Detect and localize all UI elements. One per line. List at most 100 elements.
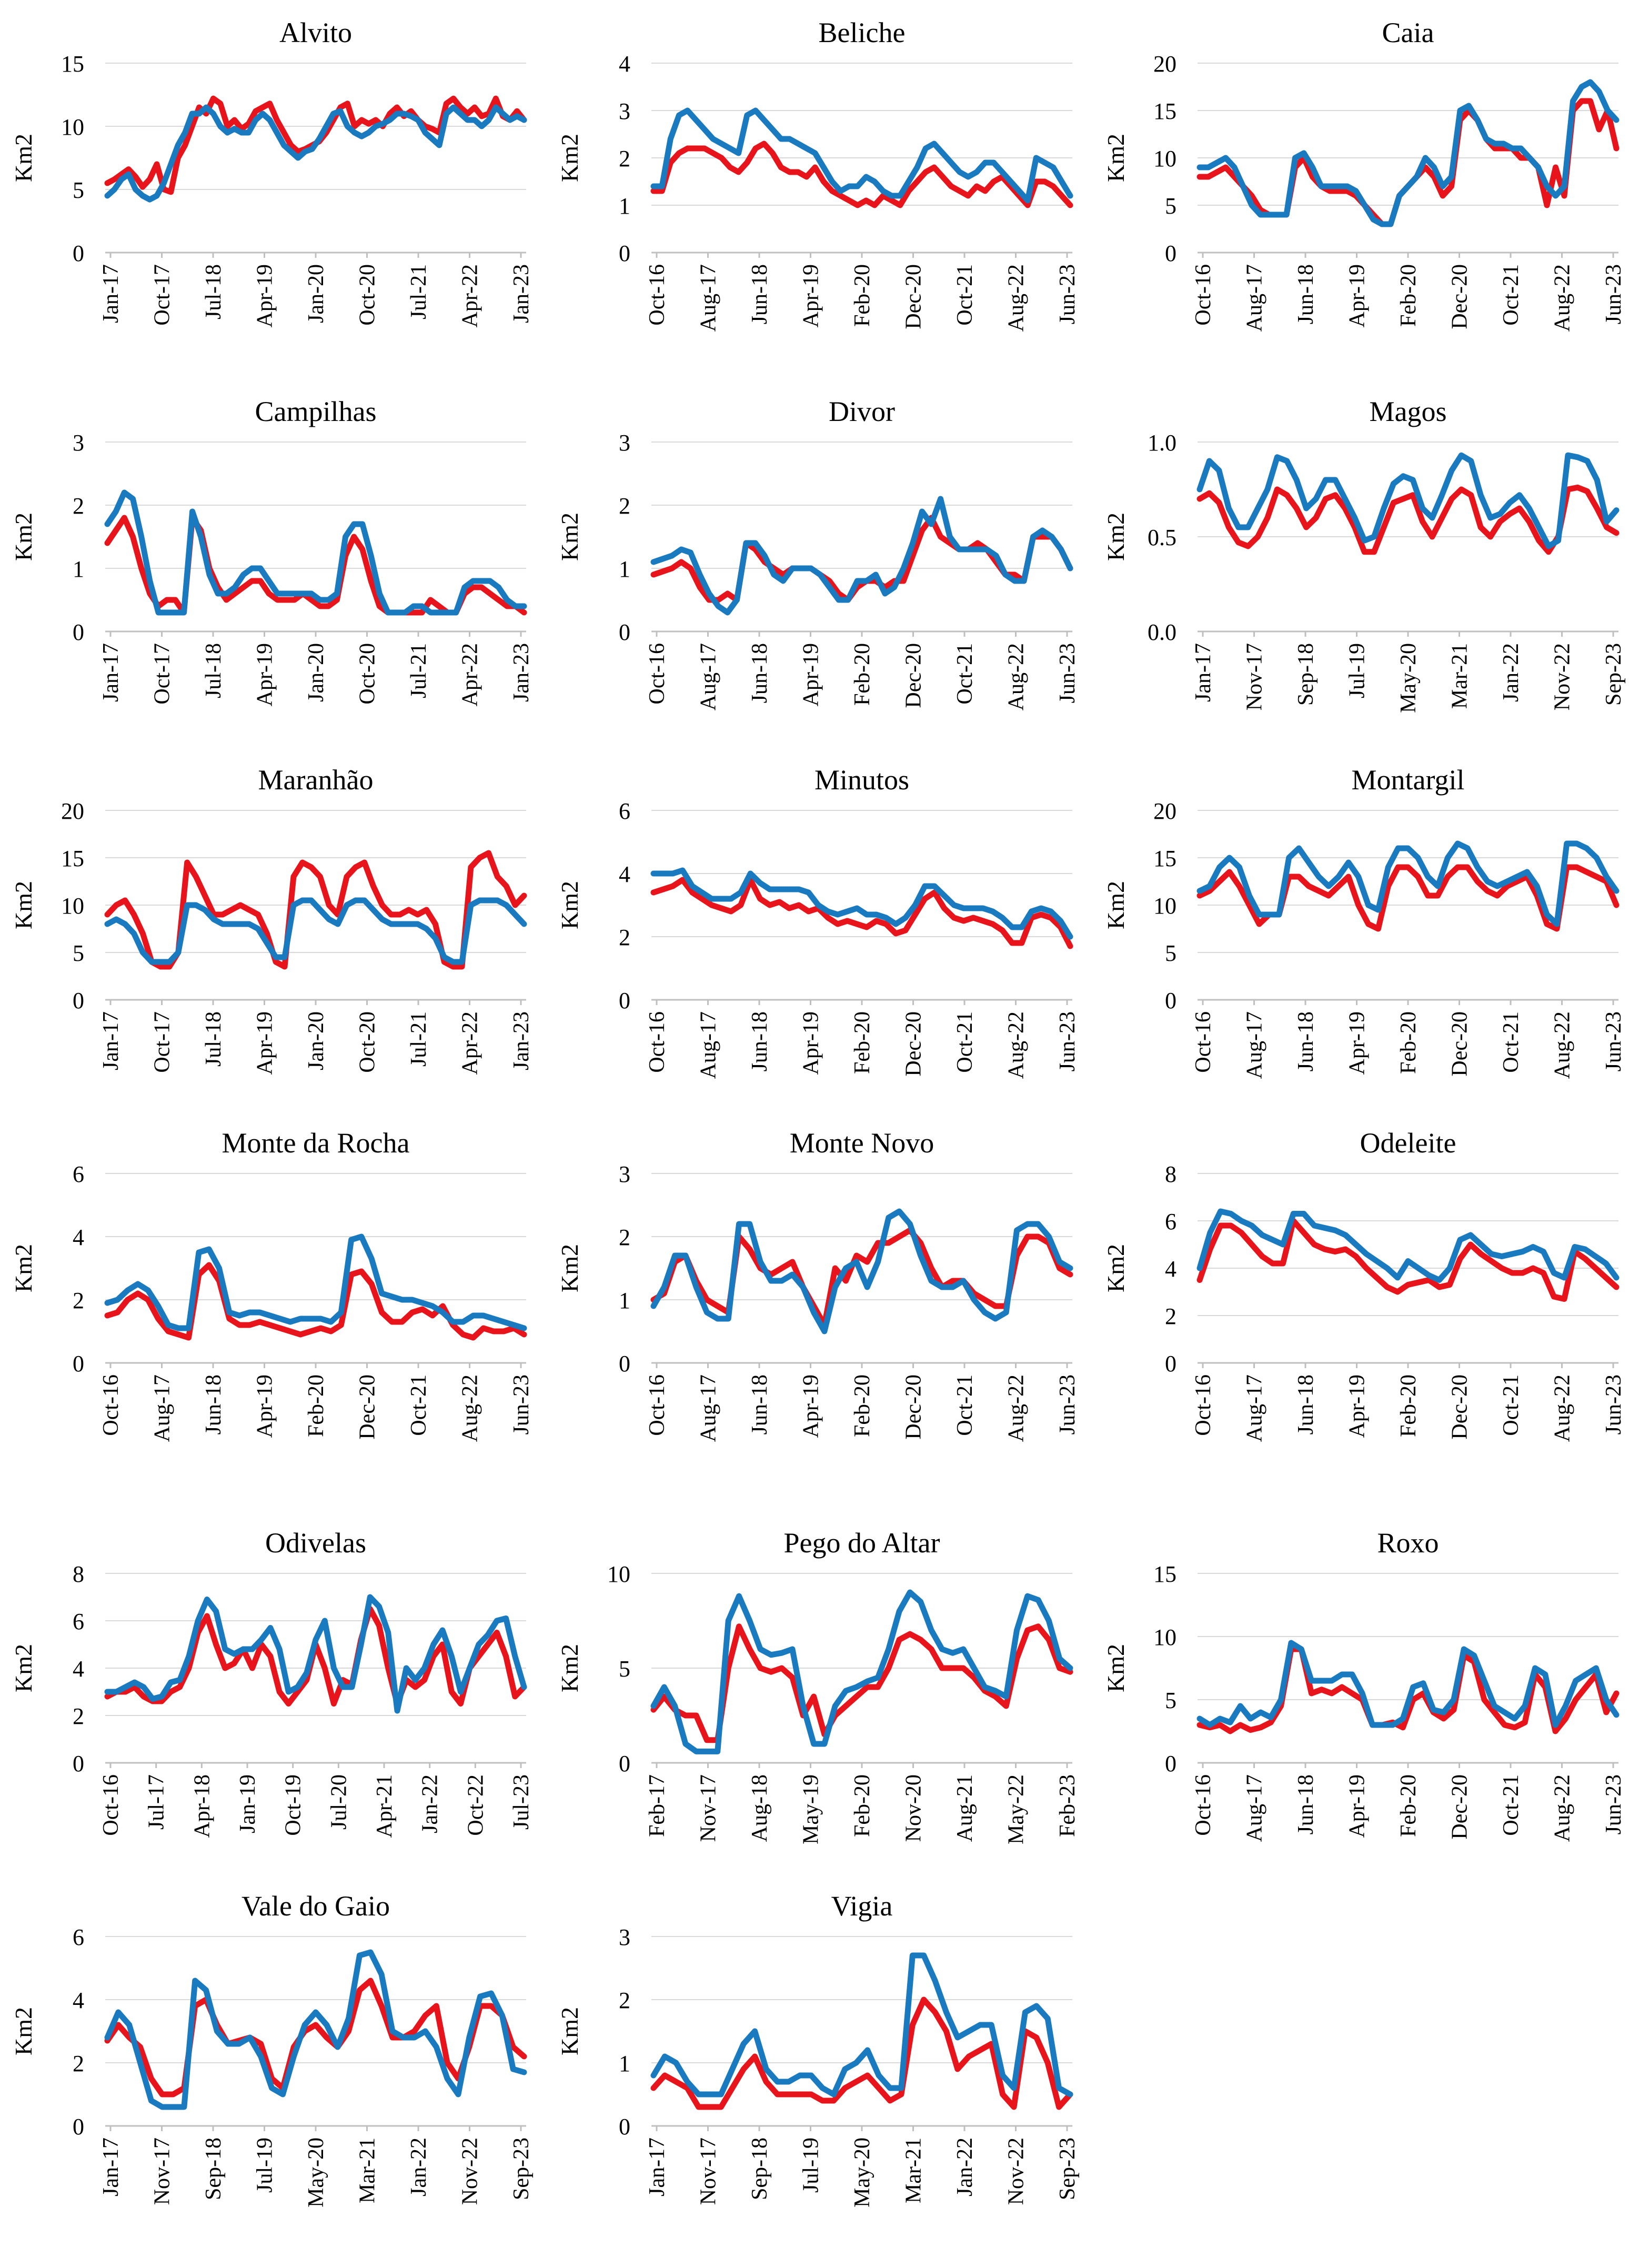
chart-vale-do-gaio-xtick-label: Nov-22 <box>458 2137 482 2205</box>
chart-campilhas-xtick-label: Jan-20 <box>304 643 328 702</box>
chart-montargil-ytick-label: 15 <box>1153 846 1177 871</box>
chart-campilhas-ytick-label: 2 <box>73 493 84 519</box>
chart-monte-da-rocha-series-red <box>104 1262 527 1341</box>
chart-monte-novo-series-red <box>650 1227 1073 1328</box>
chart-beliche-xtick-label: Feb-20 <box>850 264 874 327</box>
chart-monte-da-rocha-xtick-label: Dec-20 <box>356 1374 380 1440</box>
chart-odeleite-xtick-label: Feb-20 <box>1396 1374 1421 1437</box>
chart-pego-do-altar-title: Pego do Altar <box>784 1527 940 1559</box>
chart-vale-do-gaio-xtick-label: Sep-18 <box>202 2137 226 2200</box>
chart-divor-xtick-label: Apr-19 <box>799 643 823 706</box>
chart-alvito: Alvito 0 5 10 15 Km2 Jan-17 Oct-17 Jul-18 Apr-19 J… <box>10 17 534 327</box>
chart-campilhas-ytick-label: 3 <box>73 430 84 456</box>
chart-vale-do-gaio-xtick-label: Nov-17 <box>150 2137 175 2205</box>
chart-odivelas-title: Odivelas <box>265 1527 366 1559</box>
chart-odeleite-ytick-label: 0 <box>1165 1351 1177 1377</box>
chart-vigia-series-red <box>650 1996 1073 2110</box>
chart-odivelas-series-blue <box>104 1594 527 1714</box>
chart-odeleite-xtick-label: Dec-20 <box>1448 1374 1472 1440</box>
chart-minutos-xtick-label: Jun-18 <box>748 1011 772 1071</box>
chart-roxo-ytick-label: 5 <box>1165 1688 1177 1713</box>
chart-vigia-xtick-label: Jul-19 <box>799 2137 823 2193</box>
chart-odeleite-xtick-label: Oct-21 <box>1499 1374 1523 1436</box>
chart-pego-do-altar: Pego do Altar 0 5 10 Km2 Feb-17 Nov-17 Aug-18 Ma… <box>556 1527 1080 1844</box>
chart-alvito-xtick-label: Jul-21 <box>407 264 431 319</box>
chart-vigia-title: Vigia <box>831 1890 893 1922</box>
chart-campilhas-ytick-label: 1 <box>73 556 84 582</box>
chart-vigia-xtick-label: May-20 <box>850 2137 874 2207</box>
chart-caia-ytick-label: 5 <box>1165 193 1177 219</box>
chart-roxo-xtick-label: Jun-18 <box>1294 1774 1318 1834</box>
chart-caia-ytick-label: 10 <box>1153 146 1177 172</box>
chart-pego-do-altar-ylabel: Km2 <box>556 1644 583 1692</box>
chart-alvito-xtick-label: Jan-20 <box>304 264 328 323</box>
chart-monte-novo-ytick-label: 1 <box>619 1288 630 1313</box>
chart-vale-do-gaio-ylabel: Km2 <box>10 2007 37 2055</box>
chart-alvito-xtick-label: Apr-22 <box>458 264 482 327</box>
chart-vale-do-gaio: Vale do Gaio 0 2 4 6 Km2 Jan-17 Nov-17 Sep-18 Jul… <box>10 1890 534 2207</box>
chart-odeleite-xtick-label: Jun-18 <box>1294 1374 1318 1434</box>
chart-beliche-ytick-label: 2 <box>619 146 630 172</box>
chart-montargil: Montargil 0 5 10 15 20 Km2 Oct-16 Aug-17 Jun-18 Ap… <box>1102 764 1626 1079</box>
chart-montargil-ylabel: Km2 <box>1102 881 1129 929</box>
chart-caia-xtick-label: Jun-18 <box>1294 264 1318 324</box>
chart-beliche-xtick-label: Aug-17 <box>697 264 721 332</box>
chart-vigia-xtick-label: Mar-21 <box>902 2137 926 2203</box>
chart-caia-xtick-label: Feb-20 <box>1396 264 1421 327</box>
chart-monte-da-rocha-xtick-label: Aug-17 <box>150 1374 175 1442</box>
chart-vigia-xtick-label: Jan-22 <box>953 2137 977 2196</box>
chart-magos-xtick-label: Mar-21 <box>1448 643 1472 709</box>
chart-minutos-xtick-label: Aug-22 <box>1004 1011 1029 1079</box>
chart-magos-ylabel: Km2 <box>1102 513 1129 561</box>
chart-minutos-title: Minutos <box>815 764 909 796</box>
chart-roxo-xtick-label: Oct-21 <box>1499 1774 1523 1836</box>
chart-minutos-series-blue <box>650 867 1073 940</box>
chart-caia-xtick-label: Jun-23 <box>1602 264 1626 324</box>
chart-odivelas-xtick-label: Oct-19 <box>281 1774 306 1836</box>
chart-roxo-xtick-label: Oct-16 <box>1191 1774 1215 1836</box>
chart-vale-do-gaio-ytick-label: 0 <box>73 2114 84 2140</box>
chart-vale-do-gaio-ytick-label: 6 <box>73 1924 84 1950</box>
chart-caia-series-blue <box>1196 79 1620 227</box>
chart-alvito-ylabel: Km2 <box>10 134 37 182</box>
chart-divor: Divor 0 1 2 3 Km2 Oct-16 Aug-17 Jun-18 Apr-19 Feb-… <box>556 396 1080 710</box>
chart-beliche-ylabel: Km2 <box>556 134 583 182</box>
chart-magos-xtick-label: May-20 <box>1396 643 1421 713</box>
chart-montargil-xtick-label: Oct-16 <box>1191 1011 1215 1073</box>
chart-pego-do-altar-xtick-label: Feb-23 <box>1055 1774 1080 1837</box>
chart-caia-title: Caia <box>1382 17 1434 48</box>
chart-campilhas-title: Campilhas <box>255 396 377 427</box>
chart-alvito-title: Alvito <box>279 17 352 48</box>
chart-campilhas-series-blue <box>104 489 527 616</box>
chart-odivelas-xtick-label: Jan-19 <box>236 1774 260 1833</box>
chart-campilhas: Campilhas 0 1 2 3 Km2 Jan-17 Oct-17 Jul-18 Apr-19… <box>10 396 534 706</box>
chart-caia-ytick-label: 20 <box>1153 51 1177 77</box>
chart-divor-ytick-label: 3 <box>619 430 630 456</box>
chart-caia-ytick-label: 0 <box>1165 240 1177 266</box>
chart-montargil-xtick-label: Dec-20 <box>1448 1011 1472 1077</box>
chart-maranhao-xtick-label: Apr-22 <box>458 1011 482 1075</box>
chart-monte-novo-xtick-label: Apr-19 <box>799 1374 823 1438</box>
chart-roxo-ytick-label: 0 <box>1165 1751 1177 1777</box>
chart-odivelas-xtick-label: Oct-22 <box>464 1774 488 1836</box>
chart-beliche-ytick-label: 1 <box>619 193 630 219</box>
chart-vigia-ytick-label: 0 <box>619 2114 630 2140</box>
chart-campilhas-xtick-label: Oct-17 <box>150 643 175 705</box>
chart-divor-xtick-label: Dec-20 <box>902 643 926 708</box>
chart-beliche-xtick-label: Aug-22 <box>1004 264 1029 332</box>
chart-odivelas-ytick-label: 2 <box>73 1703 84 1729</box>
chart-odeleite-xtick-label: Apr-19 <box>1345 1374 1370 1438</box>
chart-montargil-ytick-label: 20 <box>1153 798 1177 824</box>
chart-vale-do-gaio-ytick-label: 2 <box>73 2051 84 2076</box>
chart-maranhao-title: Maranhão <box>258 764 374 796</box>
chart-monte-da-rocha-ytick-label: 2 <box>73 1288 84 1313</box>
chart-campilhas-ytick-label: 0 <box>73 619 84 645</box>
chart-odivelas-xtick-label: Apr-18 <box>190 1774 214 1838</box>
chart-montargil-series-blue <box>1196 840 1620 927</box>
chart-roxo-xtick-label: Feb-20 <box>1396 1774 1421 1837</box>
chart-divor-title: Divor <box>829 396 895 427</box>
chart-maranhao-ytick-label: 5 <box>73 940 84 966</box>
chart-montargil-xtick-label: Aug-17 <box>1243 1011 1267 1079</box>
chart-magos-xtick-label: Nov-17 <box>1243 643 1267 710</box>
